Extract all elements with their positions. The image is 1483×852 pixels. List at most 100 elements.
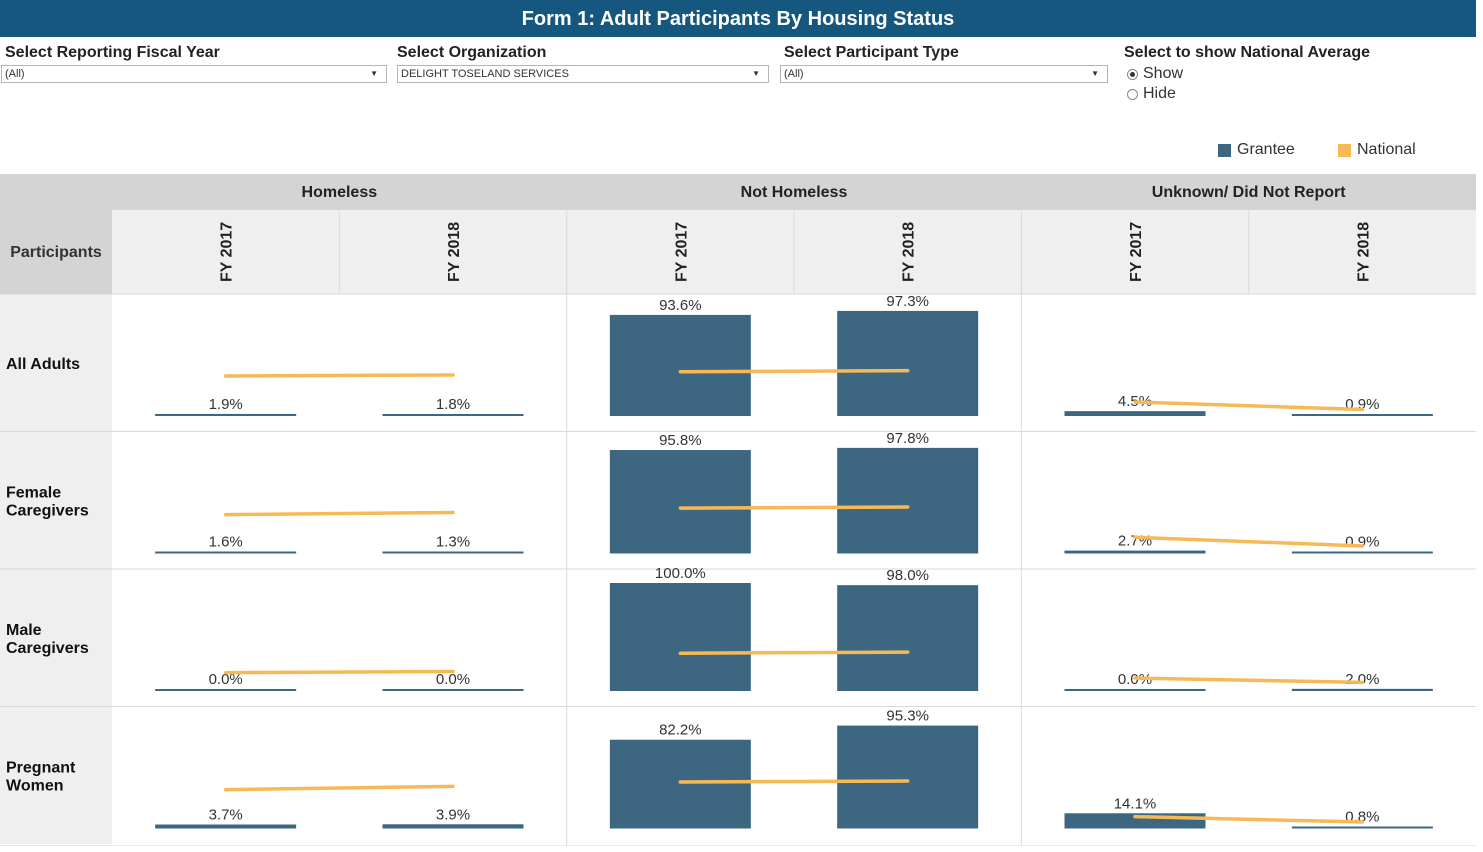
national-average-line bbox=[1133, 535, 1365, 548]
row-label: Pregnant Women bbox=[6, 759, 76, 794]
bar-value-label: 1.3% bbox=[436, 534, 470, 551]
bar-value-label: 3.7% bbox=[209, 807, 243, 824]
radio-selected-icon[interactable] bbox=[1127, 68, 1138, 80]
legend-grantee-label: Grantee bbox=[1237, 141, 1295, 158]
row-label-cell bbox=[0, 569, 112, 707]
national-average-line bbox=[223, 784, 455, 792]
row-label-line: Pregnant bbox=[6, 759, 76, 776]
national-average-line bbox=[678, 368, 910, 374]
organization-value: DELIGHT TOSELAND SERVICES bbox=[401, 68, 569, 80]
legend-national: National bbox=[1338, 141, 1416, 159]
bar-value-label: 0.0% bbox=[209, 671, 243, 688]
bar-value-label: 1.8% bbox=[436, 396, 470, 413]
radio-show[interactable]: Show bbox=[1127, 64, 1424, 84]
group-header: Homeless bbox=[302, 184, 378, 201]
chevron-down-icon: ▼ bbox=[752, 69, 760, 78]
grantee-bar bbox=[609, 314, 751, 416]
fiscal-year-value: (All) bbox=[5, 68, 25, 80]
grantee-bar bbox=[155, 413, 297, 416]
bar-value-label: 14.1% bbox=[1114, 795, 1157, 812]
row-label-cell bbox=[0, 294, 112, 432]
national-swatch bbox=[1338, 143, 1351, 157]
bar-value-label: 0.9% bbox=[1345, 534, 1379, 551]
grantee-bar bbox=[382, 689, 524, 691]
row-label: Female Caregivers bbox=[6, 484, 89, 519]
bar-value-label: 95.3% bbox=[886, 708, 929, 725]
participants-header: Participants bbox=[10, 244, 102, 261]
grantee-bar bbox=[155, 824, 297, 829]
grantee-bar bbox=[837, 585, 979, 691]
national-average-line bbox=[678, 779, 910, 784]
grantee-bar bbox=[609, 450, 751, 554]
row-label-cell bbox=[0, 706, 112, 844]
grantee-bar bbox=[382, 551, 524, 554]
year-header: FY 2017 bbox=[673, 222, 690, 282]
grantee-bar bbox=[1291, 826, 1433, 829]
bar-value-label: 97.8% bbox=[886, 430, 929, 447]
national-average-line bbox=[223, 510, 455, 517]
grantee-bar bbox=[1291, 688, 1433, 691]
bar-value-label: 93.6% bbox=[659, 297, 702, 314]
row-header-cell bbox=[0, 174, 112, 294]
fiscal-year-label: Select Reporting Fiscal Year bbox=[5, 44, 220, 61]
chevron-down-icon: ▼ bbox=[370, 69, 378, 78]
organization-dropdown[interactable]: DELIGHT TOSELAND SERVICES ▼ bbox=[397, 65, 769, 83]
row-label: Male Caregivers bbox=[6, 622, 89, 657]
radio-hide-label: Hide bbox=[1143, 85, 1176, 102]
national-average-line bbox=[1133, 814, 1365, 824]
bar-value-label: 1.9% bbox=[209, 396, 243, 413]
grantee-bar bbox=[1064, 411, 1206, 416]
grantee-bar bbox=[155, 551, 297, 554]
grantee-bar bbox=[155, 689, 297, 691]
row-label-line: Women bbox=[6, 777, 63, 794]
year-header: FY 2018 bbox=[1355, 222, 1372, 282]
year-header: FY 2018 bbox=[446, 222, 463, 282]
year-header: FY 2017 bbox=[1128, 222, 1145, 282]
national-average-line bbox=[678, 650, 910, 655]
row-label-line: Caregivers bbox=[6, 502, 89, 519]
year-header: FY 2018 bbox=[901, 222, 918, 282]
grantee-bar bbox=[1064, 550, 1206, 554]
organization-filter: Select Organization DELIGHT TOSELAND SER… bbox=[397, 44, 769, 83]
legend-national-label: National bbox=[1357, 141, 1416, 158]
bar-value-label: 82.2% bbox=[659, 722, 702, 739]
bar-value-label: 95.8% bbox=[659, 432, 702, 449]
group-header: Unknown/ Did Not Report bbox=[1152, 184, 1346, 201]
fiscal-year-filter: Select Reporting Fiscal Year (All) ▼ bbox=[1, 44, 387, 83]
bar-value-label: 98.0% bbox=[886, 567, 929, 584]
legend-grantee: Grantee bbox=[1218, 141, 1295, 159]
grantee-bar bbox=[837, 725, 979, 829]
housing-status-chart: Participants Homeless FY 2017 FY 2018 Not Ho… bbox=[0, 174, 1476, 846]
grantee-bar bbox=[1064, 689, 1206, 691]
group-header-band bbox=[112, 174, 1476, 210]
row-label: All Adults bbox=[6, 356, 80, 373]
row-label-line: Male bbox=[6, 622, 42, 639]
participant-type-filter: Select Participant Type (All) ▼ bbox=[780, 44, 1108, 83]
group-header: Not Homeless bbox=[741, 184, 848, 201]
bar-value-label: 97.3% bbox=[886, 293, 929, 310]
participant-type-label: Select Participant Type bbox=[784, 44, 959, 61]
organization-label: Select Organization bbox=[397, 44, 547, 61]
radio-hide[interactable]: Hide bbox=[1127, 84, 1424, 104]
bar-value-label: 100.0% bbox=[655, 565, 706, 582]
national-average-line bbox=[223, 373, 455, 378]
national-average-line bbox=[223, 669, 455, 675]
radio-show-label: Show bbox=[1143, 65, 1184, 82]
year-header: FY 2017 bbox=[219, 222, 236, 282]
grantee-bar bbox=[1291, 551, 1433, 554]
participant-type-dropdown[interactable]: (All) ▼ bbox=[780, 65, 1108, 83]
national-average-line bbox=[678, 505, 910, 510]
grantee-bar bbox=[837, 310, 979, 416]
grantee-bar bbox=[609, 583, 751, 691]
fiscal-year-dropdown[interactable]: (All) ▼ bbox=[1, 65, 387, 83]
bar-value-label: 1.6% bbox=[209, 534, 243, 551]
grantee-bar bbox=[382, 414, 524, 416]
national-average-line bbox=[1133, 400, 1365, 412]
radio-unselected-icon[interactable] bbox=[1127, 88, 1138, 100]
bar-value-label: 0.0% bbox=[436, 671, 470, 688]
grantee-bar bbox=[382, 824, 524, 829]
grantee-bar bbox=[609, 739, 751, 829]
dashboard-title: Form 1: Adult Participants By Housing St… bbox=[0, 0, 1476, 37]
grantee-bar bbox=[837, 447, 979, 554]
row-label-line: Caregivers bbox=[6, 640, 89, 657]
